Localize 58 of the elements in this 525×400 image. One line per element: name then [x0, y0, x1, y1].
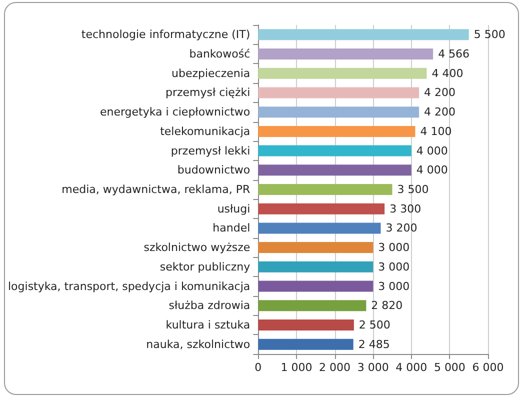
bar: [258, 106, 420, 118]
x-tick-label: 4 000: [396, 361, 428, 374]
y-tick-label: nauka, szkolnictwo: [146, 338, 250, 351]
data-label: 4 400: [432, 66, 464, 80]
y-tick-label: telekomunikacja: [160, 124, 250, 138]
bar: [258, 126, 416, 137]
bar: [258, 145, 412, 156]
data-label: 4 000: [416, 144, 448, 158]
data-label: 2 820: [371, 299, 403, 312]
bar: [258, 242, 374, 254]
bar: [258, 300, 366, 312]
bar: [258, 280, 374, 292]
x-tick-label: 2 000: [319, 361, 351, 374]
x-tick-label: 3 000: [357, 361, 389, 374]
data-label: 4 100: [420, 124, 452, 138]
bar: [258, 68, 427, 79]
bar: [258, 203, 385, 214]
y-tick-label: ubezpieczenia: [171, 66, 250, 80]
bar: [258, 222, 381, 234]
x-tick-label: 1 000: [280, 361, 312, 374]
bar: [258, 338, 354, 350]
y-tick-label: usługi: [217, 202, 250, 216]
y-tick-label: przemysł lekki: [170, 144, 250, 158]
y-tick-label: budownictwo: [177, 164, 250, 177]
data-label: 4 566: [438, 48, 470, 61]
data-label: 5 500: [474, 28, 506, 42]
bar: [258, 184, 392, 195]
y-tick-label: kultura i sztuka: [166, 318, 250, 332]
y-tick-label: energetyka i ciepłownictwo: [100, 106, 250, 119]
data-label: 3 500: [397, 183, 429, 196]
data-label: 2 500: [358, 318, 390, 332]
x-tick-label: 6 000: [472, 361, 504, 374]
data-label: 3 300: [390, 202, 422, 216]
data-label: 2 485: [358, 338, 390, 351]
y-tick-label: szkolnictwo wyższe: [144, 241, 250, 254]
bar: [258, 29, 469, 40]
bar: [258, 261, 374, 272]
data-label: 3 000: [378, 260, 410, 274]
bar: [258, 48, 434, 60]
y-tick-label: służba zdrowia: [168, 299, 250, 312]
y-tick-label: sektor publiczny: [160, 260, 251, 274]
data-label: 4 000: [416, 164, 448, 177]
y-tick-label: bankowość: [189, 48, 250, 61]
x-tick-label: 5 000: [434, 361, 466, 374]
bar: [258, 164, 412, 176]
x-tick-label: 0: [254, 361, 262, 374]
y-tick-label: przemysł ciężki: [165, 86, 250, 100]
bar: [258, 87, 420, 98]
data-label: 3 000: [378, 241, 410, 254]
data-label: 4 200: [424, 106, 456, 119]
y-tick-label: technologie informatyczne (IT): [81, 28, 250, 42]
y-tick-label: handel: [212, 222, 250, 235]
data-label: 4 200: [424, 86, 456, 100]
y-tick-label: logistyka, transport, spedycja i komunikacja: [8, 280, 250, 293]
data-label: 3 200: [386, 222, 418, 235]
y-tick-label: media, wydawnictwa, reklama, PR: [62, 183, 251, 196]
bar: [258, 319, 354, 330]
data-label: 3 000: [378, 280, 410, 293]
